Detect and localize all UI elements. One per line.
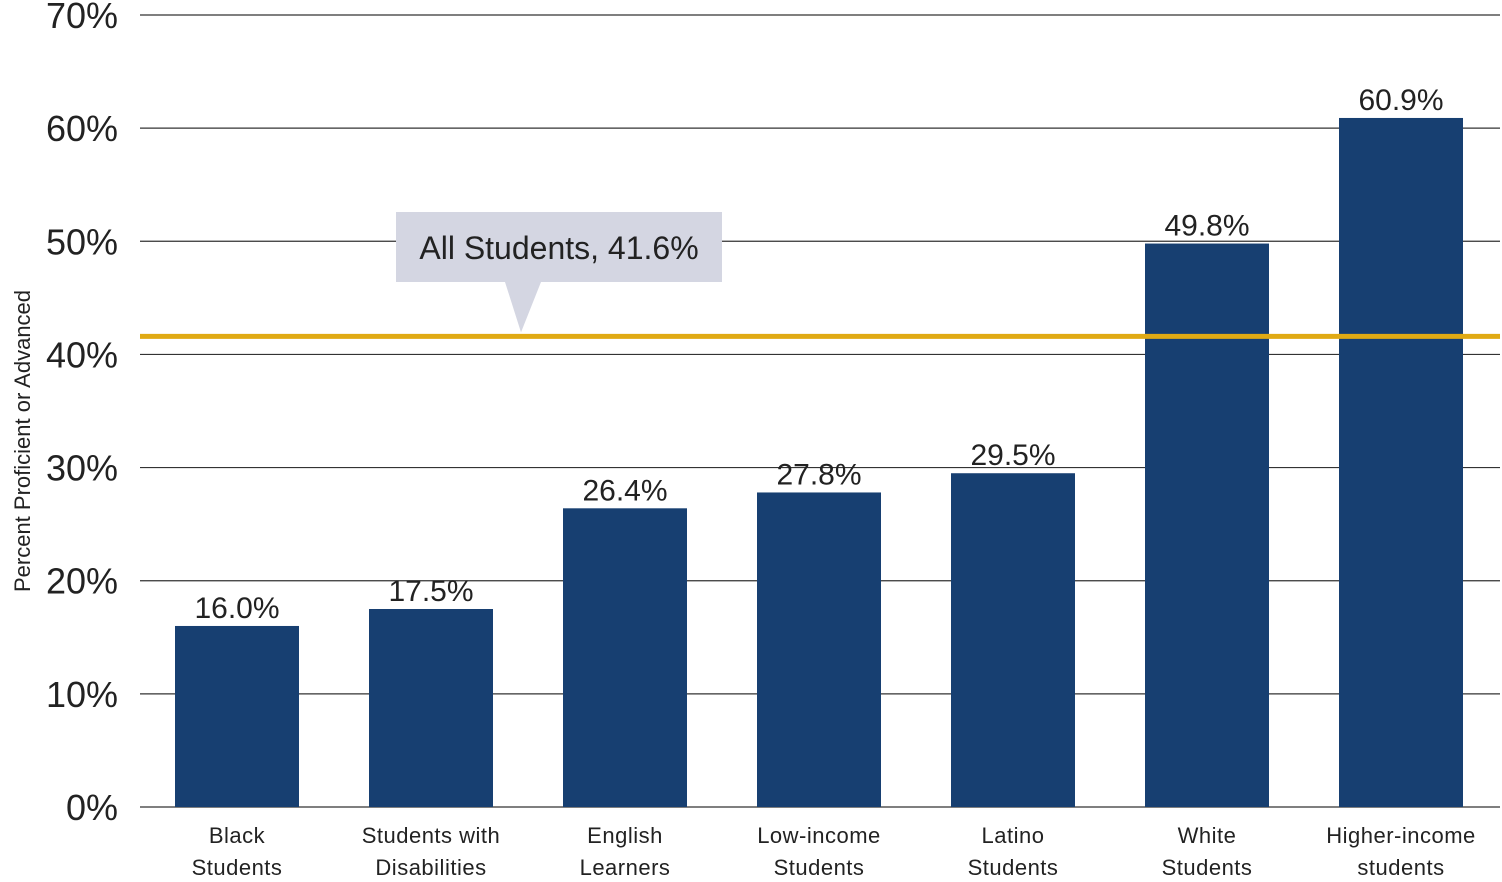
y-tick-label: 50% [46, 221, 118, 262]
y-tick-label: 40% [46, 334, 118, 375]
y-axis-ticks: 0% 10% 20% 30% 40% 50% 60% 70% [46, 0, 118, 828]
y-tick-label: 20% [46, 561, 118, 602]
data-labels: 16.0% 17.5% 26.4% 27.8% 29.5% 49.8% 60.9% [194, 84, 1443, 625]
data-label: 26.4% [582, 474, 667, 507]
x-tick-label: Students [192, 855, 283, 880]
y-axis-label: Percent Proficient or Advanced [10, 290, 35, 592]
bar [369, 609, 493, 807]
data-label: 17.5% [388, 575, 473, 608]
x-tick-label: Students [774, 855, 865, 880]
x-tick-label: Students with [362, 823, 501, 848]
x-tick-label: Higher-income [1326, 823, 1476, 848]
x-tick-label: White [1178, 823, 1237, 848]
y-tick-label: 0% [66, 787, 118, 828]
x-tick-label: Black [209, 823, 266, 848]
x-tick-label: students [1357, 855, 1444, 880]
bar [757, 492, 881, 807]
y-tick-label: 70% [46, 0, 118, 36]
data-label: 60.9% [1358, 84, 1443, 117]
callout-box [396, 212, 722, 333]
x-tick-label: Learners [580, 855, 671, 880]
x-axis-labels: Black Students Students with Disabilities En… [192, 823, 1476, 880]
x-tick-label: Latino [982, 823, 1045, 848]
bar [951, 473, 1075, 807]
x-tick-label: Disabilities [375, 855, 486, 880]
bar [1339, 117, 1463, 807]
y-tick-label: 30% [46, 448, 118, 489]
bar [1145, 243, 1269, 807]
bar [563, 508, 687, 807]
data-label: 29.5% [970, 439, 1055, 472]
x-tick-label: Students [1162, 855, 1253, 880]
data-label: 27.8% [776, 458, 861, 491]
x-tick-label: English [587, 823, 663, 848]
data-label: 16.0% [194, 592, 279, 625]
x-tick-label: Low-income [757, 823, 881, 848]
y-tick-label: 60% [46, 108, 118, 149]
bars [175, 117, 1463, 807]
data-label: 49.8% [1164, 210, 1249, 243]
all-students-callout: All Students, 41.6% [396, 212, 722, 333]
callout-label: All Students, 41.6% [419, 230, 698, 266]
bar [175, 625, 299, 807]
x-tick-label: Students [968, 855, 1059, 880]
y-tick-label: 10% [46, 674, 118, 715]
